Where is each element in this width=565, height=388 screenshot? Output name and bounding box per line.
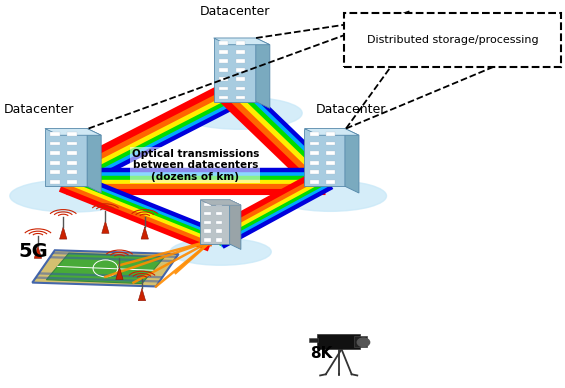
Ellipse shape [10,180,133,212]
Bar [219,41,228,45]
Bar [50,142,60,146]
Bar [67,161,77,165]
Polygon shape [201,200,229,244]
Ellipse shape [274,180,386,211]
Bar [236,96,245,99]
Bar [204,212,211,215]
Bar [204,238,211,242]
Polygon shape [45,128,101,135]
Polygon shape [138,288,146,301]
Bar [318,334,360,349]
Polygon shape [305,128,359,135]
Bar [236,59,245,63]
Bar [310,170,319,174]
Bar [216,203,223,206]
Polygon shape [345,128,359,193]
Polygon shape [46,253,164,284]
Ellipse shape [170,238,271,265]
Bar [354,336,367,347]
Bar [50,132,60,136]
Bar [219,96,228,99]
Bar [236,78,245,81]
Bar [219,87,228,90]
Polygon shape [87,128,101,193]
Polygon shape [38,272,163,278]
Bar [67,170,77,174]
Bar [326,132,335,136]
Polygon shape [214,38,270,45]
Polygon shape [229,200,241,249]
Bar [236,41,245,45]
Bar [236,50,245,54]
Text: Distributed storage/processing: Distributed storage/processing [367,35,538,45]
Polygon shape [34,246,42,258]
Bar [67,151,77,155]
Polygon shape [49,256,175,262]
Bar [219,59,228,63]
Bar [204,221,211,224]
Bar [326,161,335,165]
Bar [219,50,228,54]
Bar [216,238,223,242]
Bar [326,151,335,155]
Bar [236,68,245,72]
Bar [50,151,60,155]
Bar [219,78,228,81]
Polygon shape [35,277,160,282]
Text: 8K: 8K [311,346,333,361]
Text: Datacenter: Datacenter [4,103,75,116]
Bar [326,180,335,184]
Bar [204,229,211,233]
Polygon shape [102,221,109,233]
Bar [219,68,228,72]
Polygon shape [45,128,87,186]
Bar [236,87,245,90]
Text: Datacenter: Datacenter [199,5,270,17]
Bar [67,180,77,184]
Polygon shape [52,252,177,258]
Bar [67,142,77,146]
Ellipse shape [179,97,302,129]
Polygon shape [201,200,241,205]
Bar [50,170,60,174]
Polygon shape [32,250,179,286]
Polygon shape [256,38,270,108]
FancyBboxPatch shape [344,13,561,67]
Polygon shape [214,38,256,102]
Bar [204,203,211,206]
Bar [310,338,319,342]
Bar [67,132,77,136]
Bar [310,142,319,146]
Text: Datacenter: Datacenter [316,103,386,116]
Bar [50,161,60,165]
Bar [326,142,335,146]
Bar [310,151,319,155]
Text: Optical transmissions
between datacenters
(dozens of km): Optical transmissions between datacenter… [132,149,259,182]
Bar [310,180,319,184]
Bar [310,132,319,136]
Polygon shape [141,227,149,239]
Polygon shape [59,227,67,239]
Circle shape [357,338,370,346]
Bar [310,161,319,165]
Bar [216,212,223,215]
Bar [216,221,223,224]
Polygon shape [201,200,241,205]
Bar [326,170,335,174]
Bar [216,229,223,233]
Bar [50,180,60,184]
Polygon shape [116,267,123,279]
Text: 5G: 5G [18,242,48,261]
Polygon shape [305,128,345,186]
